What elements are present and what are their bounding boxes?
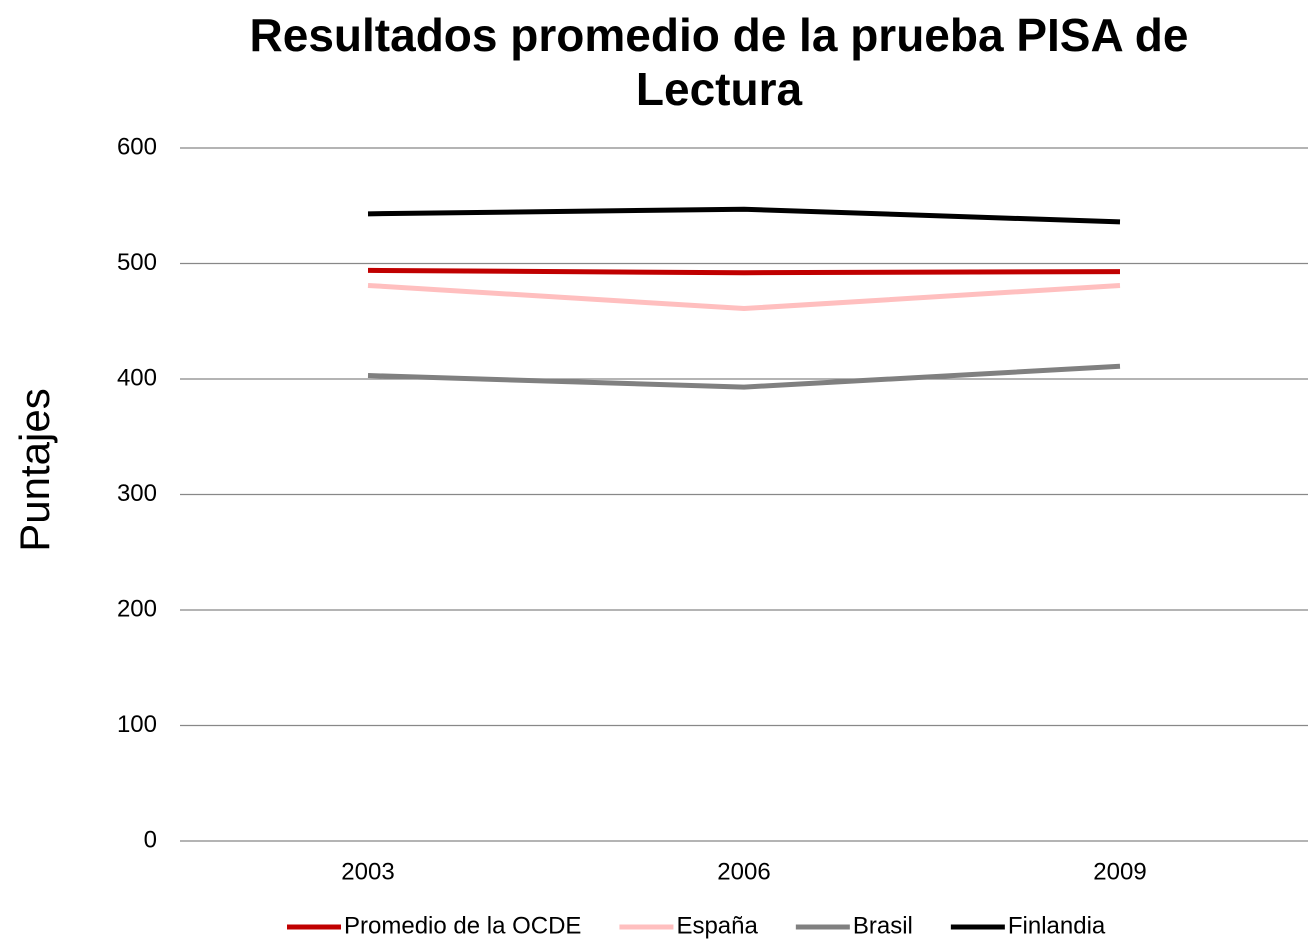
x-tick-label: 2006 bbox=[717, 858, 770, 885]
y-tick-label: 600 bbox=[117, 133, 157, 160]
chart-title: Resultados promedio de la prueba PISA de… bbox=[249, 9, 1189, 115]
series-line bbox=[367, 267, 1121, 276]
y-tick-label: 500 bbox=[117, 249, 157, 276]
y-tick-label: 200 bbox=[117, 595, 157, 622]
legend-label: Promedio de la OCDE bbox=[344, 912, 581, 939]
y-tick-label: 100 bbox=[117, 711, 157, 738]
y-tick-label: 300 bbox=[117, 480, 157, 507]
x-tick-label: 2003 bbox=[341, 858, 394, 885]
y-tick-label: 0 bbox=[144, 826, 157, 853]
series-line bbox=[367, 206, 1121, 225]
x-tick-label: 2009 bbox=[1093, 858, 1146, 885]
series-line bbox=[367, 282, 1121, 312]
legend-label: Finlandia bbox=[1008, 912, 1106, 939]
y-axis-label: Puntajes bbox=[11, 388, 58, 551]
series-line bbox=[367, 363, 1121, 390]
y-tick-label: 400 bbox=[117, 364, 157, 391]
legend-label: Brasil bbox=[853, 912, 913, 939]
legend-label: España bbox=[676, 912, 758, 939]
